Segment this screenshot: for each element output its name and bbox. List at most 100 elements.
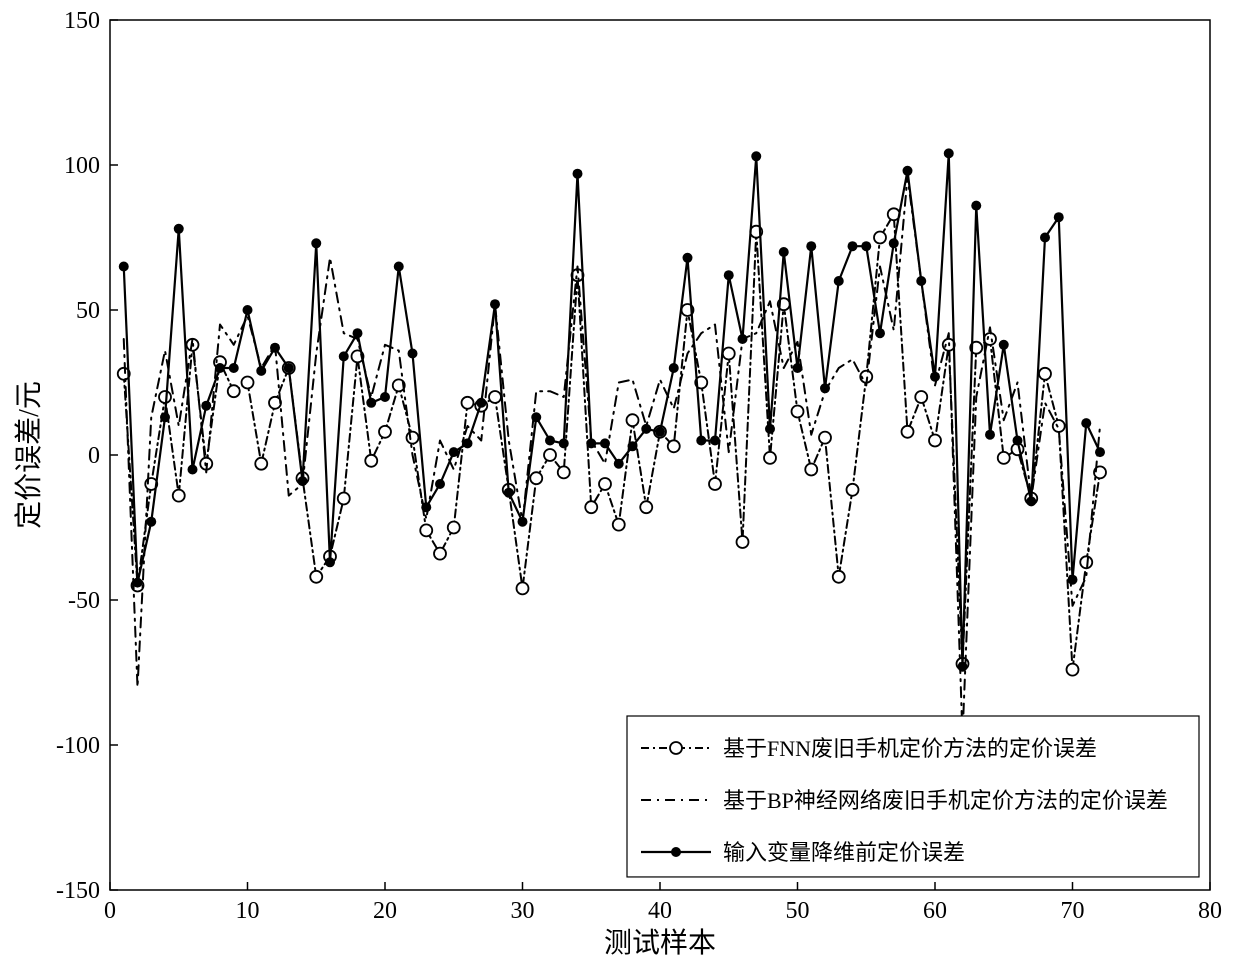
legend-label-fnn: 基于FNN废旧手机定价方法的定价误差 <box>723 736 1097 761</box>
series-raw-marker <box>545 436 555 446</box>
series-raw-marker <box>504 488 514 498</box>
series-raw-marker <box>229 363 239 373</box>
series-raw-marker <box>298 476 308 486</box>
x-tick-label: 40 <box>648 898 672 924</box>
series-raw-marker <box>641 424 651 434</box>
series-raw-marker <box>463 438 473 448</box>
x-tick-label: 20 <box>373 898 397 924</box>
series-raw-marker <box>215 363 225 373</box>
series-raw-marker <box>903 166 913 176</box>
series-raw-marker <box>435 479 445 489</box>
series-fnn-marker <box>159 391 171 403</box>
series-fnn-marker <box>998 452 1010 464</box>
series-raw-marker <box>394 262 404 272</box>
x-tick-label: 60 <box>923 898 947 924</box>
series-raw-marker <box>353 328 363 338</box>
series-fnn-marker <box>434 548 446 560</box>
series-fnn-marker <box>668 440 680 452</box>
series-fnn-marker <box>805 464 817 476</box>
series-raw-marker <box>889 238 899 248</box>
series-fnn-marker <box>627 414 639 426</box>
series-fnn-marker <box>242 377 254 389</box>
series-raw-marker <box>738 334 748 344</box>
series-raw-marker <box>1013 436 1023 446</box>
x-axis-label: 测试样本 <box>604 927 716 959</box>
series-raw-marker <box>696 436 706 446</box>
series-raw-marker <box>421 502 431 512</box>
series-fnn-marker <box>517 582 529 594</box>
series-raw-marker <box>133 578 143 588</box>
series-fnn-marker <box>874 232 886 244</box>
series-raw-marker <box>848 241 858 251</box>
series-raw-marker <box>834 276 844 286</box>
series-raw-marker <box>820 383 830 393</box>
y-tick-label: -50 <box>68 588 100 614</box>
series-fnn-marker <box>365 455 377 467</box>
series-fnn-marker <box>1039 368 1051 380</box>
series-raw-marker <box>600 438 610 448</box>
series-raw-marker <box>1081 418 1091 428</box>
series-raw-marker <box>201 401 211 411</box>
y-axis-label: 定价误差/元 <box>13 381 45 529</box>
series-raw-marker <box>779 247 789 257</box>
series-fnn-marker <box>929 435 941 447</box>
series-fnn-marker <box>1067 664 1079 676</box>
series-raw-marker <box>531 412 541 422</box>
series-raw-marker <box>751 151 761 161</box>
series-raw-marker <box>573 169 583 179</box>
series-raw-marker <box>243 305 253 315</box>
series-raw-marker <box>339 351 349 361</box>
legend-label-raw: 输入变量降维前定价误差 <box>723 840 965 865</box>
series-raw-marker <box>958 662 968 672</box>
series-raw-marker <box>916 276 926 286</box>
series-fnn-marker <box>338 493 350 505</box>
series-raw-marker <box>449 447 459 457</box>
series-raw-marker <box>284 363 294 373</box>
series-raw-marker <box>160 412 170 422</box>
series-raw-marker <box>518 517 528 527</box>
series-raw-marker <box>655 427 665 437</box>
x-tick-label: 30 <box>511 898 535 924</box>
series-raw-marker <box>188 465 198 475</box>
series-fnn-marker <box>255 458 267 470</box>
series-fnn-marker <box>915 391 927 403</box>
legend-marker-raw <box>671 847 681 857</box>
x-tick-label: 80 <box>1198 898 1222 924</box>
y-tick-label: 150 <box>64 8 100 34</box>
series-fnn-marker <box>709 478 721 490</box>
series-fnn-marker <box>723 348 735 360</box>
y-tick-label: -150 <box>56 878 100 904</box>
series-fnn-marker <box>585 501 597 513</box>
y-tick-label: 100 <box>64 153 100 179</box>
legend-marker-fnn <box>670 742 682 754</box>
series-raw-marker <box>476 398 486 408</box>
series-raw-marker <box>380 392 390 402</box>
series-fnn-marker <box>819 432 831 444</box>
y-tick-label: 0 <box>88 443 100 469</box>
series-raw-marker <box>559 438 569 448</box>
series-raw-marker <box>765 424 775 434</box>
series-fnn-marker <box>448 522 460 534</box>
series-raw-marker <box>1026 496 1036 506</box>
series-raw-marker <box>1095 447 1105 457</box>
series-raw-marker <box>724 270 734 280</box>
chart-container: 01020304050607080测试样本-150-100-5005010015… <box>0 0 1240 959</box>
x-tick-label: 10 <box>236 898 260 924</box>
series-raw-marker <box>985 430 995 440</box>
series-fnn-marker <box>599 478 611 490</box>
legend-label-bp: 基于BP神经网络废旧手机定价方法的定价误差 <box>723 788 1168 813</box>
series-raw-marker <box>971 201 981 211</box>
legend: 基于FNN废旧手机定价方法的定价误差基于BP神经网络废旧手机定价方法的定价误差输… <box>627 716 1199 877</box>
series-fnn-marker <box>1053 420 1065 432</box>
series-raw-marker <box>614 459 624 469</box>
series-raw-marker <box>119 262 129 272</box>
series-fnn-marker <box>544 449 556 461</box>
y-tick-label: 50 <box>76 298 100 324</box>
series-raw-marker <box>861 241 871 251</box>
series-fnn-marker <box>420 524 432 536</box>
series-fnn-marker <box>228 385 240 397</box>
series-fnn-marker <box>984 333 996 345</box>
series-fnn-marker <box>847 484 859 496</box>
series-raw-marker <box>490 299 500 309</box>
series-raw-marker <box>325 557 335 567</box>
